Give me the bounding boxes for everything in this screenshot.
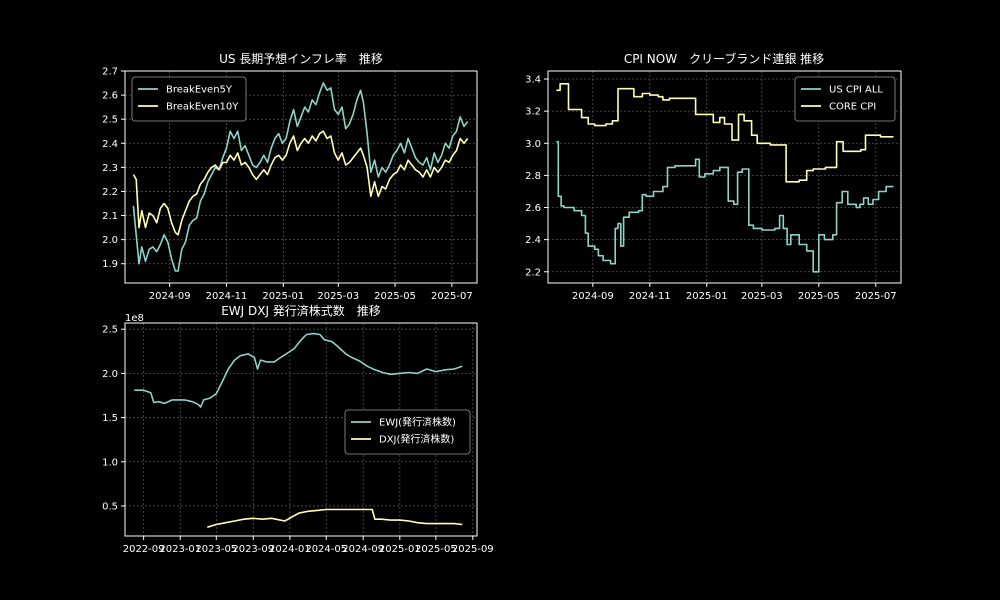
y-scale-label: 1e8: [125, 313, 144, 324]
y-tick-label: 2.7: [102, 67, 118, 78]
legend-box: [344, 409, 471, 455]
series-line-2: [207, 508, 463, 528]
breakeven-chart-title: US 長期予想インフレ率 推移: [219, 51, 383, 66]
x-tick-label: 2025-05: [374, 291, 416, 302]
legend: BreakEven5Y BreakEven10Y: [131, 76, 247, 122]
legend: EWJ(発行済株数) DXJ(発行済株数): [344, 409, 471, 455]
y-tick-label: 2.8: [525, 171, 541, 182]
legend-label: BreakEven5Y: [166, 85, 233, 96]
x-tick-label: 2025-01: [262, 291, 304, 302]
y-tick-label: 2.6: [102, 91, 118, 102]
y-tick-label: 2.3: [102, 163, 118, 174]
legend-label: CORE CPI: [829, 102, 876, 113]
y-tick-label: 3.2: [525, 107, 541, 118]
cpi-now-chart: CPI NOW クリーブランド連銀 推移 2.2 2.4 2.6 2.8 3.0 3.2 3…: [525, 51, 902, 302]
y-tick-label: 2.0: [102, 369, 118, 380]
series-line-1: [556, 140, 894, 273]
legend-label: US CPI ALL: [829, 85, 883, 96]
y-tick-label: 1.0: [102, 457, 118, 468]
x-tick-label: 2025-07: [431, 291, 473, 302]
series-line-1: [132, 82, 469, 272]
y-tick-label: 3.0: [525, 139, 541, 150]
series-line-2: [132, 130, 469, 236]
x-tick-label: 2025-05: [798, 291, 840, 302]
breakeven-chart: US 長期予想インフレ率 推移 1.9 2.0 2.1 2.2 2.3 2.4 2.5 2.6…: [102, 51, 478, 302]
x-tick-label: 2025-07: [855, 291, 897, 302]
y-tick-label: 2.0: [102, 235, 118, 246]
x-tick-label: 2025-01: [686, 291, 728, 302]
legend-label: EWJ(発行済株数): [379, 416, 456, 429]
cpi-now-chart-title: CPI NOW クリーブランド連銀 推移: [624, 51, 824, 66]
axes-frame: [124, 322, 478, 537]
shares-chart-title: EWJ DXJ 発行済株式数 推移: [221, 303, 381, 318]
x-tick-label: 2025-05: [415, 544, 457, 555]
y-tick-label: 2.2: [102, 187, 118, 198]
y-tick-label: 2.2: [525, 267, 541, 278]
y-tick-label: 2.4: [102, 139, 118, 150]
x-tick-label: 2023-05: [195, 544, 237, 555]
legend-box: [131, 76, 247, 122]
y-tick-label: 2.5: [102, 325, 118, 336]
series-line-2: [556, 83, 894, 183]
y-tick-label: 2.6: [525, 203, 541, 214]
x-tick-label: 2022-09: [123, 544, 165, 555]
y-tick-label: 1.5: [102, 413, 118, 424]
x-tick-label: 2024-11: [206, 291, 248, 302]
y-tick-label: 2.5: [102, 115, 118, 126]
x-tick-label: 2023-09: [232, 544, 274, 555]
x-tick-label: 2024-09: [572, 291, 614, 302]
legend-box: [794, 76, 896, 122]
legend-label: DXJ(発行済株数): [379, 433, 454, 446]
x-tick-label: 2023-01: [159, 544, 201, 555]
x-tick-label: 2024-05: [305, 544, 347, 555]
x-tick-label: 2024-01: [269, 544, 311, 555]
legend-label: BreakEven10Y: [166, 102, 239, 113]
legend: US CPI ALL CORE CPI: [794, 76, 896, 122]
axes-frame: [547, 70, 902, 284]
x-tick-label: 2025-09: [452, 544, 494, 555]
axes-frame: [124, 70, 478, 284]
series-line-1: [134, 332, 463, 408]
x-tick-label: 2025-03: [317, 291, 359, 302]
x-tick-label: 2025-01: [379, 544, 421, 555]
y-tick-label: 0.5: [102, 501, 118, 512]
y-tick-label: 2.4: [525, 235, 541, 246]
x-tick-label: 2024-09: [342, 544, 384, 555]
x-tick-label: 2025-03: [741, 291, 783, 302]
shares-outstanding-chart: EWJ DXJ 発行済株式数 推移 1e8 0.5 1.0 1.5 2.0 2.5 202…: [102, 303, 494, 555]
y-tick-label: 2.1: [102, 211, 118, 222]
x-tick-label: 2024-11: [629, 291, 671, 302]
y-tick-label: 1.9: [102, 259, 118, 270]
x-tick-label: 2024-09: [149, 291, 191, 302]
y-tick-label: 3.4: [525, 75, 541, 86]
